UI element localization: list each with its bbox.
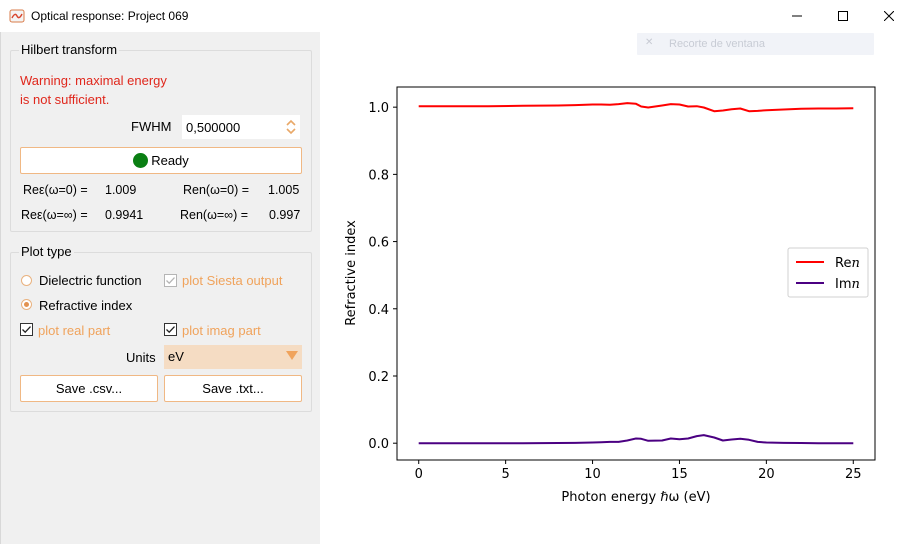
spin-arrows-icon[interactable]	[285, 117, 297, 137]
title-bar: Optical response: Project 069	[0, 0, 912, 32]
y-tick-label: 0.8	[368, 168, 389, 183]
plot-type-group: Plot type	[10, 244, 312, 412]
refractive-radio[interactable]	[21, 299, 32, 310]
imag-part-checkbox[interactable]	[164, 323, 177, 336]
hilbert-transform-group: Hilbert transform	[10, 42, 312, 232]
dielectric-radio[interactable]	[21, 275, 32, 286]
x-tick-label: 25	[845, 467, 862, 482]
fwhm-spinbox[interactable]: 0,500000	[181, 114, 301, 140]
maximize-button[interactable]	[820, 0, 866, 32]
ready-button[interactable]: Ready	[20, 147, 302, 174]
y-tick-label: 0.6	[368, 236, 389, 251]
refractive-index-chart: 0 5 10 15 20 25 0.0 0.2 0.4 0.6 0.8 1.0 Photon ener…	[344, 86, 876, 505]
units-label: Units	[126, 350, 156, 365]
series-im-n-line	[418, 434, 854, 445]
x-tick-label: 0	[415, 467, 423, 482]
y-tick-label: 0.2	[368, 370, 389, 385]
legend-re-label: Ren	[835, 256, 860, 271]
save-csv-button[interactable]: Save .csv...	[20, 375, 158, 402]
series-re-n-line	[418, 102, 854, 113]
y-axis-label: Refractive index	[344, 220, 359, 326]
legend: Ren Imn	[787, 247, 869, 298]
dielectric-label: Dielectric function	[39, 273, 142, 288]
hilbert-group-title: Hilbert transform	[19, 42, 120, 57]
close-icon	[884, 11, 894, 21]
warning-line-2: is not sufficient.	[20, 92, 110, 107]
imag-part-label: plot imag part	[182, 323, 261, 338]
save-csv-label: Save .csv...	[55, 381, 123, 396]
status-indicator-icon	[133, 153, 149, 168]
x-tick-label: 10	[584, 467, 601, 482]
units-dropdown[interactable]: eV	[164, 345, 302, 369]
app-logo-icon	[9, 9, 25, 23]
siesta-checkbox[interactable]	[164, 274, 177, 287]
y-tick-label: 1.0	[368, 101, 389, 116]
panel-edge	[0, 32, 1, 544]
real-part-label: plot real part	[38, 323, 111, 338]
y-tick-label: 0.4	[368, 303, 389, 318]
maximize-icon	[838, 11, 848, 21]
fwhm-value: 0,500000	[186, 120, 241, 135]
fwhm-label: FWHM	[131, 119, 172, 134]
re-eps-0-label: Reε(ω=0) =	[23, 183, 88, 197]
re-n-0-value: 1.005	[268, 183, 300, 197]
y-tick-label: 0.0	[368, 437, 389, 452]
checkmark-icon	[166, 277, 175, 285]
re-eps-0-value: 1.009	[105, 183, 137, 197]
x-tick-label: 15	[671, 467, 688, 482]
re-eps-inf-label: Reε(ω=∞) =	[21, 208, 88, 222]
re-n-inf-value: 0.997	[269, 208, 301, 222]
siesta-label: plot Siesta output	[182, 273, 283, 288]
window-title: Optical response: Project 069	[31, 9, 189, 23]
close-small-icon: ✕	[645, 37, 654, 48]
ready-label: Ready	[151, 153, 189, 168]
legend-box	[787, 247, 869, 298]
save-txt-button[interactable]: Save .txt...	[164, 375, 302, 402]
warning-line-1: Warning: maximal energy	[20, 73, 167, 88]
energy-warning: Warning: maximal energy is not sufficien…	[20, 71, 167, 109]
re-n-0-label: Ren(ω=0) =	[183, 183, 250, 197]
x-tick-label: 5	[501, 467, 509, 482]
plot-type-title: Plot type	[19, 244, 74, 259]
save-txt-label: Save .txt...	[202, 381, 264, 396]
refractive-label: Refractive index	[39, 298, 133, 313]
legend-im-label: Imn	[835, 277, 860, 292]
checkmark-icon	[22, 326, 31, 334]
units-value: eV	[168, 349, 184, 364]
snipping-tab-label: Recorte de ventana	[669, 38, 766, 50]
x-tick-label: 20	[758, 467, 775, 482]
x-axis-label: Photon energy ℏω (eV)	[561, 490, 710, 505]
checkmark-icon	[166, 326, 175, 334]
minimize-button[interactable]	[774, 0, 820, 32]
real-part-checkbox[interactable]	[20, 323, 33, 336]
chevron-down-icon	[286, 351, 298, 360]
re-n-inf-label: Ren(ω=∞) =	[180, 208, 248, 222]
close-button[interactable]	[866, 0, 912, 32]
re-eps-inf-value: 0.9941	[105, 208, 144, 222]
minimize-icon	[792, 15, 802, 17]
snipping-tab[interactable]: ✕ Recorte de ventana	[637, 33, 874, 55]
